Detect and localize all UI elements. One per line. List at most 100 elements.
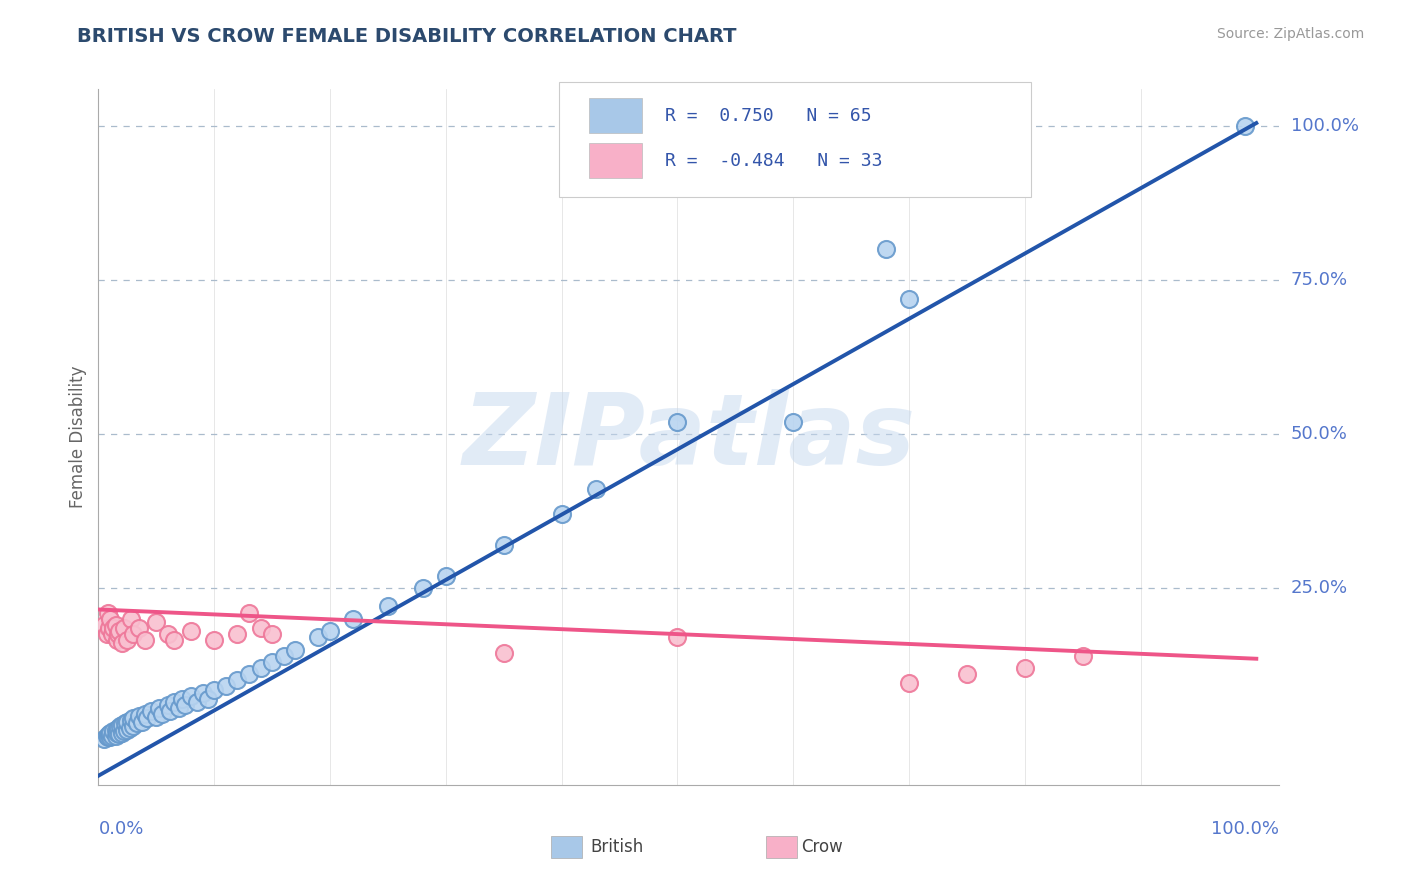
Point bbox=[585, 483, 607, 497]
Point bbox=[174, 698, 197, 712]
Point bbox=[169, 701, 191, 715]
Point bbox=[93, 731, 115, 746]
Point bbox=[238, 667, 260, 681]
Point bbox=[249, 661, 271, 675]
Point bbox=[93, 618, 115, 632]
Point bbox=[215, 680, 238, 694]
Point bbox=[134, 633, 156, 648]
Point bbox=[249, 621, 271, 635]
Point bbox=[98, 725, 121, 739]
Point bbox=[120, 714, 142, 728]
Point bbox=[112, 723, 135, 738]
Y-axis label: Female Disability: Female Disability bbox=[69, 366, 87, 508]
Point bbox=[163, 633, 186, 648]
Point bbox=[103, 621, 125, 635]
Point bbox=[492, 646, 515, 660]
Point bbox=[108, 727, 131, 741]
Text: 0.0%: 0.0% bbox=[98, 820, 143, 838]
Point bbox=[273, 648, 295, 663]
Point bbox=[105, 725, 128, 739]
Point bbox=[101, 729, 124, 743]
Point bbox=[377, 599, 399, 614]
Point bbox=[122, 627, 145, 641]
Point bbox=[97, 730, 120, 744]
Point bbox=[117, 633, 139, 648]
Point bbox=[238, 606, 260, 620]
Point bbox=[550, 507, 572, 521]
Point bbox=[118, 721, 141, 735]
Text: BRITISH VS CROW FEMALE DISABILITY CORRELATION CHART: BRITISH VS CROW FEMALE DISABILITY CORREL… bbox=[77, 27, 737, 45]
Text: 50.0%: 50.0% bbox=[1291, 425, 1347, 443]
Text: R =  -0.484   N = 33: R = -0.484 N = 33 bbox=[665, 152, 883, 169]
Text: Source: ZipAtlas.com: Source: ZipAtlas.com bbox=[1216, 27, 1364, 41]
FancyBboxPatch shape bbox=[589, 98, 641, 133]
Point bbox=[897, 676, 920, 690]
Point bbox=[150, 707, 173, 722]
Point bbox=[897, 292, 920, 306]
Point bbox=[156, 698, 179, 712]
Point bbox=[875, 242, 897, 256]
Point bbox=[666, 630, 689, 644]
Point bbox=[125, 716, 148, 731]
Point bbox=[108, 624, 131, 638]
Point bbox=[110, 636, 132, 650]
Point bbox=[139, 704, 162, 718]
Point bbox=[105, 633, 128, 648]
Point bbox=[145, 710, 167, 724]
Point bbox=[128, 621, 150, 635]
Point bbox=[96, 627, 118, 641]
Point bbox=[101, 627, 124, 641]
Point bbox=[107, 721, 129, 735]
Point bbox=[131, 714, 153, 729]
Point bbox=[110, 725, 132, 739]
Point bbox=[666, 415, 689, 429]
Point bbox=[262, 655, 284, 669]
Point bbox=[98, 612, 121, 626]
Point bbox=[122, 719, 145, 733]
Point bbox=[110, 717, 132, 731]
Point bbox=[134, 707, 156, 722]
Point bbox=[110, 719, 132, 733]
Point bbox=[412, 581, 434, 595]
Point bbox=[117, 723, 139, 737]
Point bbox=[120, 612, 142, 626]
Point bbox=[782, 415, 804, 429]
Point bbox=[97, 727, 120, 741]
Point bbox=[97, 606, 120, 620]
Point bbox=[159, 704, 181, 718]
Point bbox=[262, 627, 284, 641]
Text: R =  0.750   N = 65: R = 0.750 N = 65 bbox=[665, 107, 872, 125]
Point bbox=[96, 729, 118, 743]
Point bbox=[1071, 648, 1094, 663]
Point bbox=[197, 691, 219, 706]
Point bbox=[191, 685, 214, 699]
Point bbox=[226, 673, 249, 688]
Point bbox=[956, 667, 979, 681]
Text: Crow: Crow bbox=[801, 838, 844, 856]
Point bbox=[180, 624, 202, 638]
Point bbox=[342, 612, 364, 626]
Point bbox=[107, 627, 129, 641]
Point bbox=[97, 621, 120, 635]
Text: ZIPatlas: ZIPatlas bbox=[463, 389, 915, 485]
Point bbox=[492, 538, 515, 552]
Text: 75.0%: 75.0% bbox=[1291, 271, 1348, 289]
Point bbox=[122, 711, 145, 725]
Point bbox=[186, 695, 208, 709]
Point bbox=[104, 723, 127, 737]
Point bbox=[117, 715, 139, 730]
Point bbox=[284, 642, 307, 657]
Point bbox=[319, 624, 342, 638]
Point bbox=[98, 730, 121, 744]
Point bbox=[1233, 119, 1256, 133]
Point bbox=[145, 615, 167, 629]
Point bbox=[226, 627, 249, 641]
FancyBboxPatch shape bbox=[560, 82, 1032, 197]
Point bbox=[114, 716, 136, 731]
Point bbox=[128, 709, 150, 723]
Point bbox=[170, 691, 193, 706]
Text: 100.0%: 100.0% bbox=[1291, 117, 1358, 136]
Point bbox=[202, 633, 225, 648]
Point bbox=[104, 729, 127, 743]
Point bbox=[202, 682, 225, 697]
